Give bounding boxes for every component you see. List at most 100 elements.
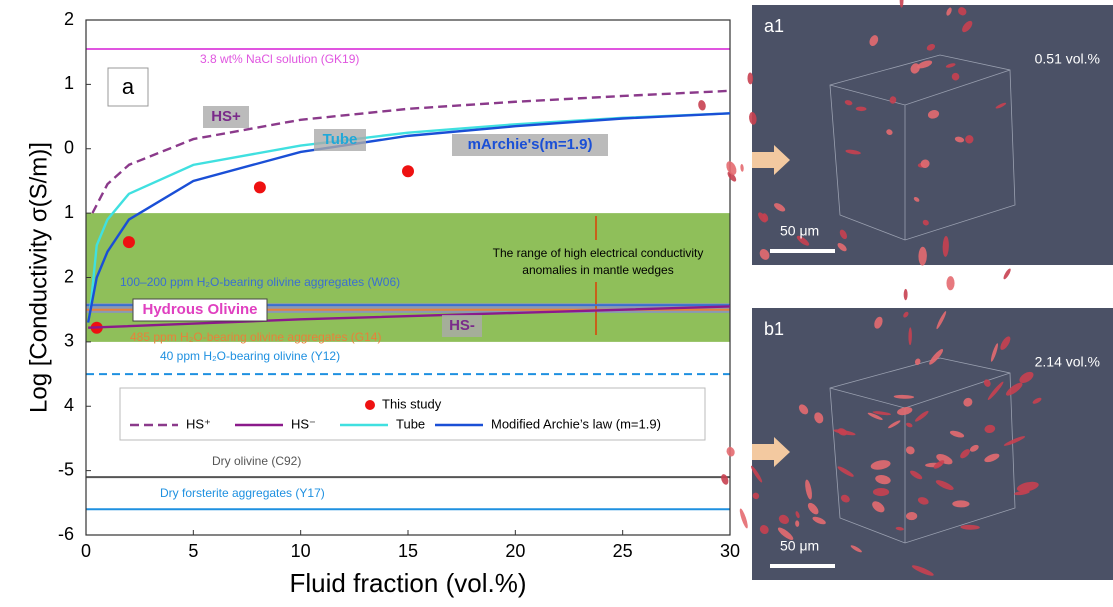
- pore-blob: [946, 276, 955, 291]
- pore-blob: [960, 449, 970, 459]
- pore-blob: [762, 213, 769, 222]
- pore-blob: [949, 430, 965, 438]
- pore-blob: [759, 249, 770, 260]
- pore-blob: [905, 446, 915, 455]
- y-tick-label: -5: [58, 459, 74, 479]
- pore-blob: [1000, 336, 1011, 350]
- pore-blob: [840, 494, 850, 503]
- pore-blob: [917, 497, 929, 505]
- pore-blob: [945, 63, 956, 68]
- pore-blob: [751, 465, 763, 483]
- pore-blob: [895, 526, 904, 531]
- annotation: HS-: [449, 317, 475, 334]
- panel-label: a1: [764, 16, 784, 36]
- pore-blob: [1005, 382, 1023, 396]
- pore-blob: [739, 508, 748, 529]
- pore-blob: [759, 525, 769, 535]
- panel-label: b1: [764, 319, 784, 339]
- pore-blob: [814, 412, 824, 424]
- pore-blob: [962, 20, 973, 33]
- reference-label: 100–200 ppm H₂O-bearing olivine aggregat…: [120, 275, 400, 289]
- pointer-arrow: [752, 145, 790, 175]
- volume-fraction: 2.14 vol.%: [1035, 354, 1100, 370]
- volume-fraction: 0.51 vol.%: [1035, 51, 1100, 67]
- pore-blob: [795, 520, 800, 527]
- x-tick-label: 20: [505, 541, 525, 561]
- pore-blob: [872, 411, 892, 416]
- annotation-box: [442, 315, 482, 337]
- pore-blob: [837, 466, 854, 477]
- pore-blob: [963, 397, 973, 407]
- pore-blob: [812, 516, 826, 525]
- panel-label: a: [122, 74, 135, 99]
- pore-blob: [918, 246, 927, 266]
- pore-blob: [872, 487, 890, 497]
- pore-blob: [942, 235, 949, 257]
- pore-blob: [777, 527, 794, 540]
- pore-blob: [872, 501, 885, 513]
- pore-blob: [844, 100, 853, 106]
- pore-blob: [903, 288, 908, 301]
- pore-blob: [726, 161, 737, 176]
- pore-blob: [855, 106, 867, 112]
- pore-blob: [969, 444, 979, 452]
- curve: [86, 112, 731, 323]
- pore-blob: [927, 110, 940, 119]
- x-tick-label: 30: [720, 541, 740, 561]
- y-tick-label: -6: [58, 524, 74, 544]
- x-tick-label: 15: [398, 541, 418, 561]
- pore-blob: [1019, 371, 1034, 384]
- pore-blob: [906, 422, 913, 428]
- scale-label: 50 μm: [780, 223, 819, 239]
- annotation: Tube: [323, 131, 358, 148]
- legend-box: [119, 387, 706, 441]
- data-point: [402, 165, 414, 178]
- y-tick-label: 1: [64, 202, 74, 222]
- x-tick-label: 10: [291, 541, 311, 561]
- pointer-arrow: [752, 437, 790, 467]
- pore-blob: [920, 159, 930, 168]
- annotation-box: [452, 134, 608, 156]
- pore-blob: [727, 171, 737, 182]
- pore-blob: [869, 35, 879, 46]
- pore-blob: [850, 545, 862, 553]
- pore-blob: [796, 235, 810, 246]
- pore-blob: [903, 311, 909, 318]
- reference-label: Dry forsterite aggregates (Y17): [160, 486, 325, 500]
- pore-blob: [867, 412, 883, 420]
- legend-label: Tube: [396, 416, 425, 431]
- y-tick-label: 4: [64, 395, 74, 415]
- pore-blob: [874, 316, 883, 329]
- pore-blob: [984, 453, 1000, 463]
- pore-blob: [951, 72, 960, 81]
- annotation: mArchie's(m=1.9): [468, 136, 593, 153]
- annotation-box: [203, 106, 249, 128]
- annotation-box: [314, 129, 366, 151]
- pore-blob: [936, 454, 953, 465]
- pore-blob: [893, 394, 915, 399]
- band-label: anomalies in mantle wedges: [522, 263, 673, 277]
- x-tick-label: 25: [613, 541, 633, 561]
- annotation: HS+: [211, 108, 241, 125]
- pore-blob: [983, 379, 991, 387]
- reference-label: 40 ppm H₂O-bearing olivine (Y12): [160, 349, 340, 363]
- pore-blob: [845, 149, 861, 155]
- pore-blob: [933, 460, 945, 469]
- pore-blob: [995, 102, 1007, 109]
- pore-blob: [952, 500, 970, 508]
- band-label: The range of high electrical conductivit…: [493, 246, 704, 260]
- pore-blob: [721, 474, 729, 485]
- legend-marker: [365, 400, 375, 410]
- x-axis-label: Fluid fraction (vol.%): [290, 568, 527, 598]
- pore-blob: [935, 480, 954, 491]
- pore-blob: [954, 136, 965, 143]
- legend-label: HS⁺: [186, 416, 211, 431]
- pore-blob: [798, 404, 809, 415]
- curve: [88, 305, 731, 329]
- y-tick-label: 1: [64, 73, 74, 93]
- reference-label: 3.8 wt% NaCl solution (GK19): [200, 52, 359, 66]
- pore-blob: [778, 514, 790, 525]
- pore-blob: [807, 502, 819, 515]
- pore-blob: [1016, 481, 1039, 492]
